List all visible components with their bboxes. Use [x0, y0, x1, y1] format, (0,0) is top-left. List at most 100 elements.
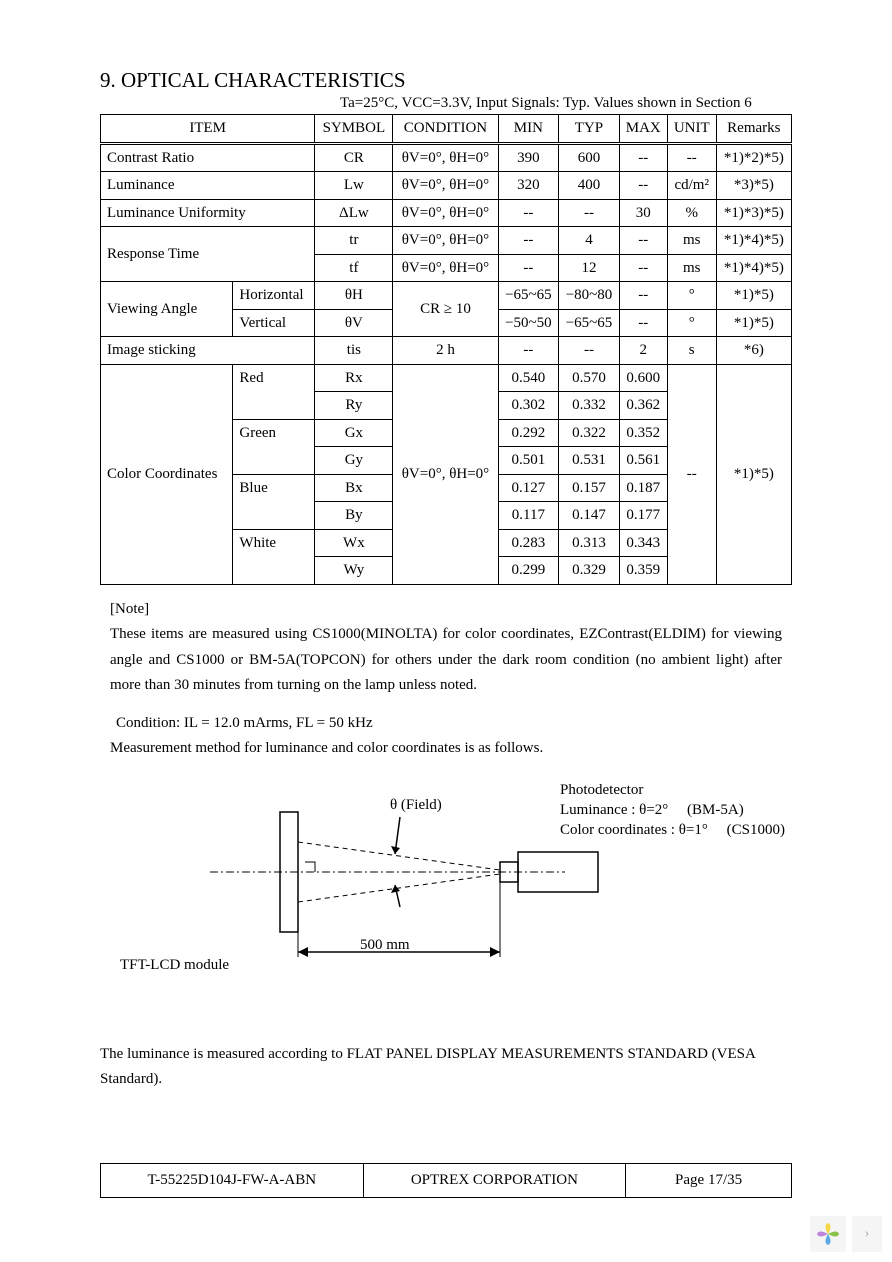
- cell: Wy: [315, 557, 393, 585]
- cell: 0.329: [559, 557, 620, 585]
- next-page-button[interactable]: ›: [852, 1216, 882, 1252]
- cell: %: [667, 199, 716, 227]
- luminance-paragraph: The luminance is measured according to F…: [100, 1042, 792, 1093]
- cell: θV=0°, θH=0°: [393, 364, 498, 584]
- cell: 0.177: [619, 502, 667, 530]
- cell: Contrast Ratio: [101, 143, 315, 172]
- cell: 0.147: [559, 502, 620, 530]
- row-contrast: Contrast Ratio CR θV=0°, θH=0° 390 600 -…: [101, 143, 792, 172]
- cell: *1)*4)*5): [716, 254, 791, 282]
- col-max: MAX: [619, 115, 667, 144]
- header-row: ITEM SYMBOL CONDITION MIN TYP MAX UNIT R…: [101, 115, 792, 144]
- cell: 0.299: [498, 557, 559, 585]
- cell: *1)*5): [716, 309, 791, 337]
- col-item: ITEM: [101, 115, 315, 144]
- cell: *1)*3)*5): [716, 199, 791, 227]
- cell: 400: [559, 172, 620, 200]
- cell: Luminance: [101, 172, 315, 200]
- cell: tf: [315, 254, 393, 282]
- cell: 0.570: [559, 364, 620, 392]
- note-p1: These items are measured using CS1000(MI…: [110, 622, 782, 699]
- cell: 0.127: [498, 474, 559, 502]
- cell: 0.540: [498, 364, 559, 392]
- cell: Green: [233, 419, 315, 474]
- col-unit: UNIT: [667, 115, 716, 144]
- cell: θV=0°, θH=0°: [393, 227, 498, 255]
- cell: --: [498, 254, 559, 282]
- cell: --: [667, 364, 716, 584]
- cell: °: [667, 309, 716, 337]
- cell: ΔLw: [315, 199, 393, 227]
- luminance-line: Luminance : θ=2° (BM-5A): [560, 802, 744, 819]
- cell: Gx: [315, 419, 393, 447]
- cell: --: [619, 254, 667, 282]
- cell: --: [619, 172, 667, 200]
- cell: --: [498, 227, 559, 255]
- cell: Horizontal: [233, 282, 315, 310]
- cell: θH: [315, 282, 393, 310]
- cell: *1)*5): [716, 364, 791, 584]
- cell: ms: [667, 227, 716, 255]
- cell: White: [233, 529, 315, 584]
- cell: Lw: [315, 172, 393, 200]
- cell: 0.332: [559, 392, 620, 420]
- cell: 0.283: [498, 529, 559, 557]
- cell: Response Time: [101, 227, 315, 282]
- cell: tr: [315, 227, 393, 255]
- cell: °: [667, 282, 716, 310]
- cell: 0.561: [619, 447, 667, 475]
- cell: *1)*2)*5): [716, 143, 791, 172]
- cell: --: [559, 337, 620, 365]
- footer-page: Page 17/35: [626, 1163, 792, 1197]
- cell: θV=0°, θH=0°: [393, 199, 498, 227]
- note-title: [Note]: [110, 597, 782, 623]
- page-title: 9. OPTICAL CHARACTERISTICS: [100, 68, 792, 93]
- cell: Gy: [315, 447, 393, 475]
- row-lum-uniformity: Luminance Uniformity ΔLw θV=0°, θH=0° --…: [101, 199, 792, 227]
- photodetector-title: Photodetector: [560, 782, 643, 799]
- cell: 320: [498, 172, 559, 200]
- cell: −80~80: [559, 282, 620, 310]
- cell: 0.362: [619, 392, 667, 420]
- row-response-tr: Response Time tr θV=0°, θH=0° -- 4 -- ms…: [101, 227, 792, 255]
- cell: 0.292: [498, 419, 559, 447]
- distance-label: 500 mm: [360, 937, 410, 954]
- cell: *3)*5): [716, 172, 791, 200]
- cell: 12: [559, 254, 620, 282]
- cell: Color Coordinates: [101, 364, 233, 584]
- chevron-right-icon: ›: [865, 1226, 870, 1242]
- cell: 0.157: [559, 474, 620, 502]
- cell: --: [619, 282, 667, 310]
- cell: Wx: [315, 529, 393, 557]
- col-remarks: Remarks: [716, 115, 791, 144]
- cell: --: [619, 227, 667, 255]
- note-block: [Note] These items are measured using CS…: [100, 597, 792, 762]
- measurement-diagram: θ (Field) Photodetector Luminance : θ=2°…: [120, 782, 792, 1002]
- col-condition: CONDITION: [393, 115, 498, 144]
- cell: Ry: [315, 392, 393, 420]
- optical-table: ITEM SYMBOL CONDITION MIN TYP MAX UNIT R…: [100, 114, 792, 585]
- cell: 600: [559, 143, 620, 172]
- cell: --: [498, 199, 559, 227]
- cell: −50~50: [498, 309, 559, 337]
- note-p2: Condition: IL = 12.0 mArms, FL = 50 kHz: [116, 711, 782, 737]
- cell: --: [559, 199, 620, 227]
- footer-table: T-55225D104J-FW-A-ABN OPTREX CORPORATION…: [100, 1163, 792, 1198]
- cell: Red: [233, 364, 315, 419]
- cell: *6): [716, 337, 791, 365]
- cell: --: [619, 143, 667, 172]
- corner-nav: ›: [810, 1216, 882, 1252]
- cell: θV=0°, θH=0°: [393, 172, 498, 200]
- cell: *1)*4)*5): [716, 227, 791, 255]
- cell: −65~65: [498, 282, 559, 310]
- condition-line: Ta=25°C, VCC=3.3V, Input Signals: Typ. V…: [340, 95, 792, 112]
- cell: 0.187: [619, 474, 667, 502]
- cell: --: [619, 309, 667, 337]
- cell: 390: [498, 143, 559, 172]
- cell: Luminance Uniformity: [101, 199, 315, 227]
- cell: −65~65: [559, 309, 620, 337]
- cell: 0.322: [559, 419, 620, 447]
- col-typ: TYP: [559, 115, 620, 144]
- cell: s: [667, 337, 716, 365]
- cell: 0.531: [559, 447, 620, 475]
